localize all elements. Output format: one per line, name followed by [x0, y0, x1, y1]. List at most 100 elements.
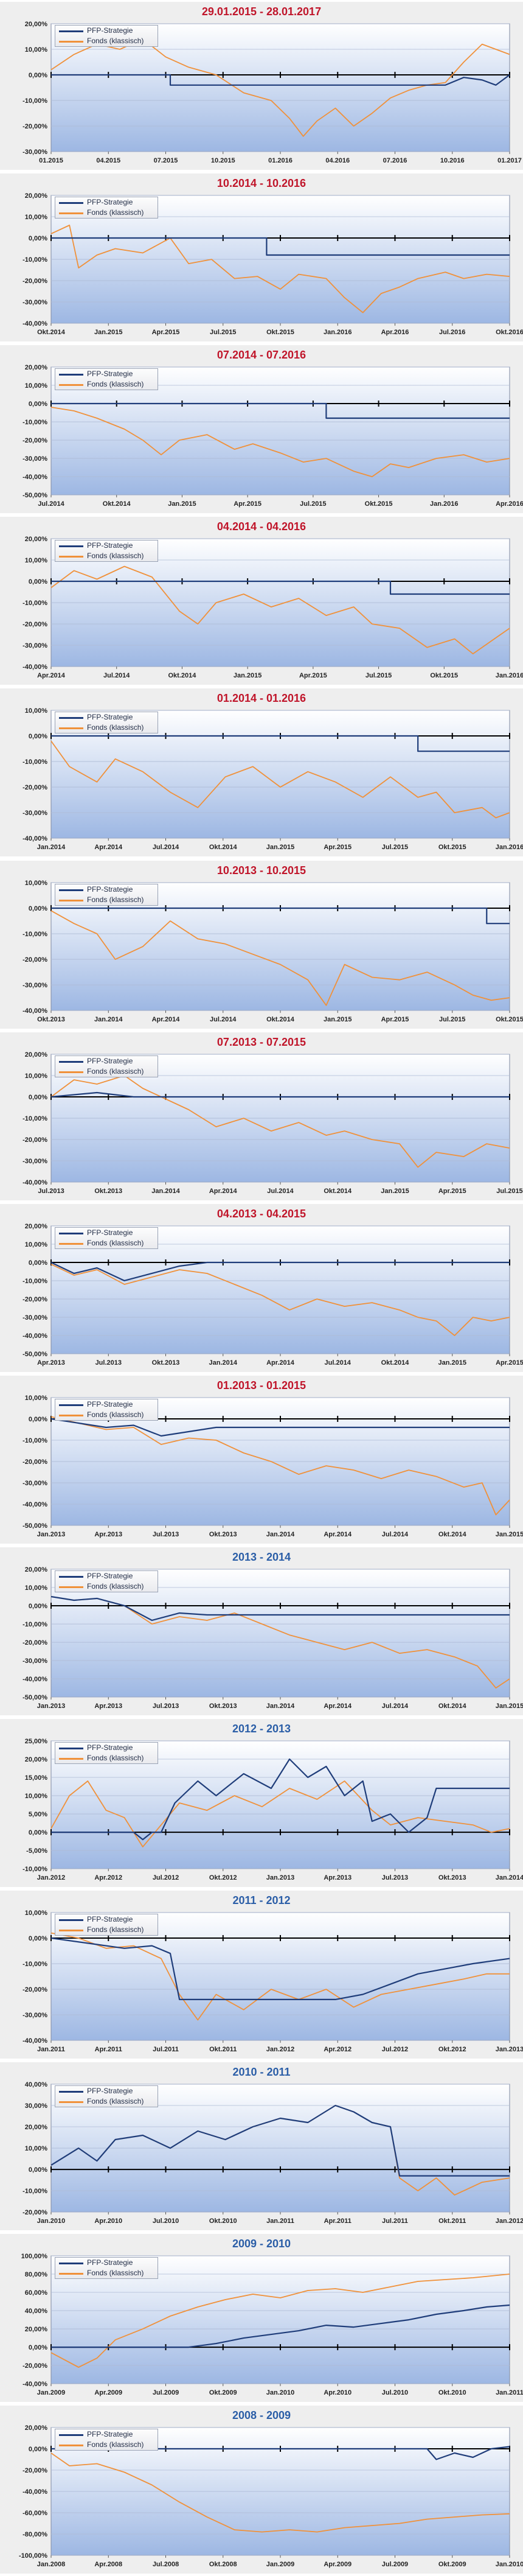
- series-line-pfp-strategie: [50, 1261, 510, 1281]
- y-tick-label: 10,00%: [25, 879, 47, 886]
- x-tick-label: Jan.2016: [496, 844, 523, 851]
- x-tick-label: Okt.2013: [209, 1703, 237, 1710]
- legend-label: PFP-Strategie: [87, 369, 133, 379]
- legend-item-strategy: PFP-Strategie: [55, 884, 158, 895]
- y-tick-label: 40,00%: [25, 2081, 47, 2088]
- x-tick-label: Jan.2014: [151, 1188, 180, 1195]
- y-tick-label: -10,00%: [23, 419, 47, 426]
- x-tick-label: Jul.2015: [439, 1016, 465, 1023]
- x-tick-label: Jul.2014: [325, 1359, 352, 1367]
- chart-title: 29.01.2015 - 28.01.2017: [201, 5, 322, 18]
- x-tick-label: Apr.2014: [152, 1016, 181, 1023]
- x-tick-label: Jul.2015: [365, 672, 392, 679]
- chart-panel: 29.01.2015 - 28.01.2017 20,00% 10,00% 0,00%…: [0, 2, 523, 170]
- legend-label: PFP-Strategie: [87, 541, 133, 550]
- legend-swatch: [59, 1930, 83, 1932]
- legend-label: PFP-Strategie: [87, 2430, 133, 2439]
- x-tick-label: Jul.2008: [153, 2561, 179, 2568]
- x-tick-label: Jan.2016: [430, 500, 458, 508]
- y-tick-label: 10,00%: [25, 2145, 47, 2152]
- chart-panel: 04.2013 - 04.2015 20,00% 10,00% 0,00% -10,00…: [0, 1203, 523, 1372]
- chart-title: 2008 - 2009: [232, 2409, 291, 2422]
- legend-item-strategy: PFP-Strategie: [55, 1743, 158, 1753]
- x-tick-label: Okt.2014: [438, 1531, 467, 1538]
- y-tick-label: -30,00%: [23, 455, 47, 463]
- x-tick-label: Apr.2013: [94, 1703, 122, 1710]
- series-line-pfp-strategie: [51, 1758, 510, 1841]
- y-tick-label: 10,00%: [25, 557, 47, 564]
- x-tick-label: Jan.2008: [37, 2561, 65, 2568]
- series-line-fonds-klassisch: [50, 1780, 510, 1847]
- x-tick-label: Apr.2015: [152, 329, 180, 336]
- y-tick-label: 5,00%: [29, 1811, 47, 1818]
- x-tick-label: Jul.2011: [153, 2046, 179, 2053]
- chart-title: 2011 - 2012: [232, 1894, 291, 1907]
- legend-swatch: [59, 384, 83, 387]
- chart-title: 2009 - 2010: [232, 2238, 291, 2250]
- x-tick-label: Okt.2014: [438, 1703, 467, 1710]
- legend-item-fund: Fonds (klassisch): [55, 36, 158, 46]
- x-tick-label: Apr.2008: [94, 2561, 122, 2568]
- y-tick-label: 0,00%: [29, 2166, 47, 2174]
- y-tick-label: 20,00%: [25, 536, 47, 543]
- series-line-pfp-strategie: [51, 2305, 510, 2348]
- x-tick-label: Apr.2015: [324, 844, 352, 851]
- legend-swatch: [59, 889, 83, 891]
- x-tick-label: Jul.2013: [95, 1359, 122, 1367]
- x-tick-label: Jul.2014: [38, 500, 64, 508]
- x-tick-label: Okt.2013: [37, 1016, 65, 1023]
- y-tick-label: -20,00%: [23, 1458, 47, 1466]
- x-tick-label: Jul.2009: [382, 2561, 408, 2568]
- chart-panel: 01.2014 - 01.2016 10,00% 0,00% -10,00% -20,0…: [0, 688, 523, 857]
- x-tick-label: Jul.2012: [153, 1874, 179, 1881]
- y-tick-label: 0,00%: [29, 72, 47, 79]
- legend: PFP-Strategie Fonds (klassisch): [55, 368, 158, 391]
- y-tick-label: -20,00%: [23, 2467, 47, 2474]
- y-tick-label: 0,00%: [29, 1603, 47, 1610]
- y-tick-label: -50,00%: [23, 1694, 47, 1701]
- legend-label: PFP-Strategie: [87, 884, 133, 894]
- x-tick-label: Jan.2015: [496, 1703, 523, 1710]
- x-tick-label: Jul.2012: [382, 2046, 408, 2053]
- x-tick-label: Apr.2015: [381, 1016, 409, 1023]
- legend: PFP-Strategie Fonds (klassisch): [55, 2429, 158, 2451]
- x-tick-label: Jul.2013: [153, 1703, 179, 1710]
- series-line-pfp-strategie: [50, 1091, 510, 1097]
- x-tick-label: Jan.2009: [37, 2389, 65, 2396]
- chart-title: 01.2014 - 01.2016: [216, 692, 307, 705]
- legend-label: PFP-Strategie: [87, 1571, 133, 1580]
- x-tick-label: Apr.2012: [94, 1874, 122, 1881]
- legend-swatch: [59, 727, 83, 730]
- y-tick-label: -30,00%: [23, 1314, 47, 1321]
- chart-panel: 2008 - 2009 20,00% 0,00% -20,00% -40,00% -60,…: [0, 2406, 523, 2574]
- legend-swatch: [59, 1575, 83, 1578]
- legend-item-fund: Fonds (klassisch): [55, 2096, 158, 2107]
- legend-item-strategy: PFP-Strategie: [55, 1571, 158, 1581]
- x-tick-label: Apr.2014: [37, 672, 66, 679]
- chart-panel: 2013 - 2014 20,00% 10,00% 0,00% -10,00% -20,0…: [0, 1547, 523, 1715]
- y-tick-label: -20,00%: [23, 278, 47, 285]
- x-tick-label: Jan.2016: [496, 672, 523, 679]
- x-tick-label: Okt.2009: [209, 2389, 237, 2396]
- x-tick-label: Apr.2014: [94, 844, 123, 851]
- x-tick-label: Apr.2010: [94, 2217, 122, 2225]
- x-tick-label: Jul.2015: [496, 1188, 522, 1195]
- legend: PFP-Strategie Fonds (klassisch): [55, 540, 158, 562]
- legend-swatch: [59, 1071, 83, 1073]
- legend-label: PFP-Strategie: [87, 1743, 133, 1752]
- y-tick-label: -40,00%: [23, 1007, 47, 1015]
- x-tick-label: 04.2015: [96, 157, 120, 164]
- legend: PFP-Strategie Fonds (klassisch): [55, 1398, 158, 1421]
- legend-label: Fonds (klassisch): [87, 1410, 144, 1419]
- y-tick-label: -10,00%: [23, 1866, 47, 1873]
- legend-item-strategy: PFP-Strategie: [55, 2258, 158, 2268]
- y-tick-label: -50,00%: [23, 1522, 47, 1530]
- legend-item-fund: Fonds (klassisch): [55, 895, 158, 905]
- x-tick-label: Jan.2012: [266, 2046, 294, 2053]
- y-tick-label: 20,00%: [25, 21, 47, 28]
- x-tick-label: Jul.2014: [210, 1016, 237, 1023]
- legend-item-strategy: PFP-Strategie: [55, 1228, 158, 1238]
- legend-item-strategy: PFP-Strategie: [55, 1914, 158, 1925]
- y-tick-label: 20,00%: [25, 1223, 47, 1230]
